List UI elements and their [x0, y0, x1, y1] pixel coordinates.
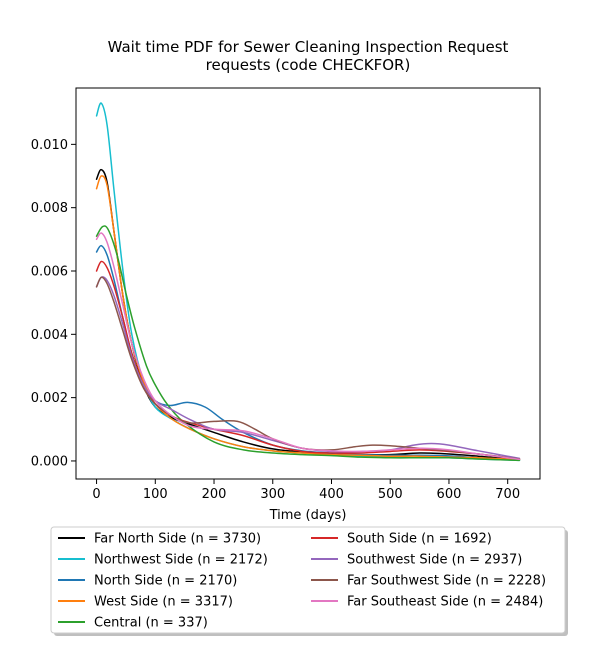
x-axis: 0 100 200 300 400 500 600 700	[92, 479, 520, 502]
y-tick-label: 0.006	[31, 264, 68, 279]
series-line-3	[95, 175, 521, 461]
chart-title-line-1: Wait time PDF for Sewer Cleaning Inspect…	[108, 38, 509, 56]
series-line-6	[95, 276, 521, 460]
x-tick-label: 400	[319, 487, 344, 502]
y-axis: 0.000 0.002 0.004 0.006 0.008 0.010	[31, 138, 76, 469]
legend-label: Southwest Side (n = 2937)	[347, 553, 522, 568]
chart-title-line-2: requests (code CHECKFOR)	[206, 56, 411, 74]
x-tick-label: 500	[378, 487, 403, 502]
x-tick-label: 0	[92, 487, 100, 502]
series-line-4	[95, 225, 521, 462]
x-tick-label: 700	[495, 487, 520, 502]
series-line-2	[95, 244, 521, 461]
x-tick-label: 300	[260, 487, 285, 502]
series-line-8	[95, 232, 521, 461]
legend-entries: Far North Side (n = 3730) Northwest Side …	[58, 532, 546, 631]
legend: Far North Side (n = 3730) Northwest Side …	[50, 526, 568, 636]
y-tick-label: 0.004	[31, 328, 68, 343]
legend-label: West Side (n = 3317)	[94, 595, 233, 610]
legend-box	[50, 526, 566, 634]
legend-label: Northwest Side (n = 2172)	[94, 553, 268, 568]
legend-label: Far Southeast Side (n = 2484)	[347, 595, 543, 610]
x-tick-label: 600	[437, 487, 462, 502]
legend-label: Central (n = 337)	[94, 616, 208, 631]
y-tick-label: 0.000	[31, 454, 68, 469]
legend-label: North Side (n = 2170)	[94, 574, 237, 589]
x-axis-label: Time (days)	[269, 508, 347, 523]
series-line-0	[95, 168, 521, 461]
x-tick-label: 200	[202, 487, 227, 502]
legend-label: Far North Side (n = 3730)	[94, 532, 261, 547]
y-tick-label: 0.008	[31, 201, 68, 216]
series-layer	[95, 102, 521, 462]
chart-title: Wait time PDF for Sewer Cleaning Inspect…	[108, 38, 509, 74]
series-line-7	[95, 276, 521, 460]
plot-frame	[75, 87, 541, 480]
y-tick-label: 0.002	[31, 391, 68, 406]
legend-label: South Side (n = 1692)	[347, 532, 492, 547]
y-tick-label: 0.010	[31, 138, 68, 153]
series-line-5	[95, 260, 521, 460]
legend-label: Far Southwest Side (n = 2228)	[347, 574, 546, 589]
x-tick-label: 100	[143, 487, 168, 502]
